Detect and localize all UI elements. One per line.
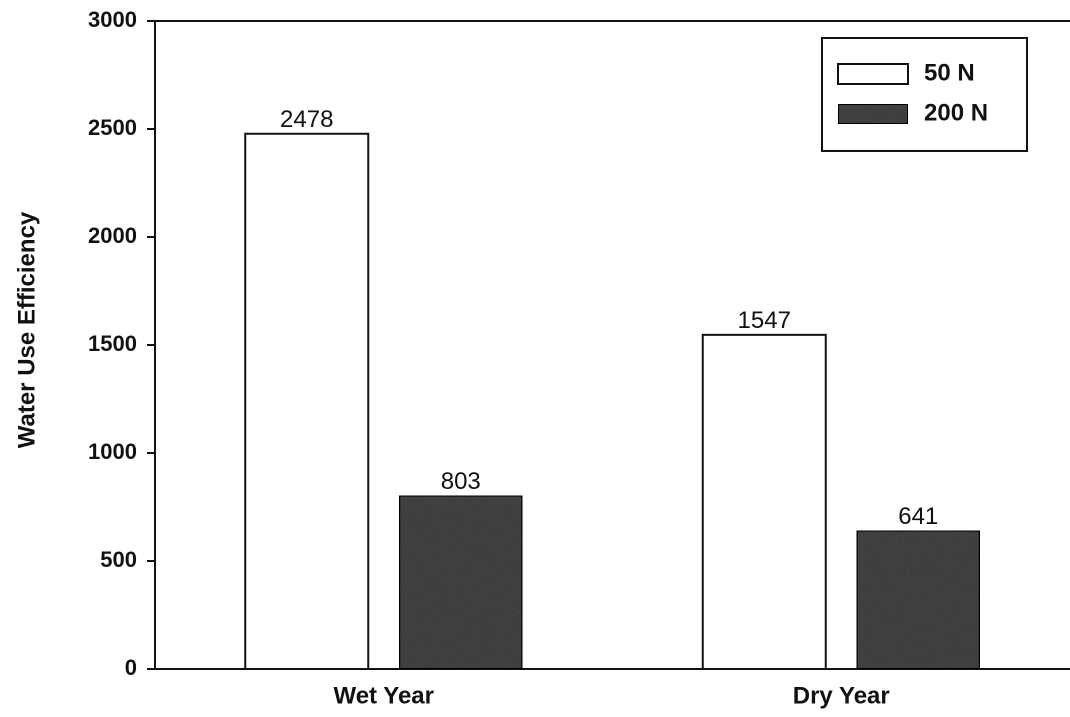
y-tick-label: 1000 xyxy=(88,439,137,464)
bar xyxy=(701,333,827,670)
y-tick-label: 500 xyxy=(100,547,137,572)
bar xyxy=(855,529,981,670)
bar xyxy=(398,494,524,670)
y-tick-label: 3000 xyxy=(88,7,137,32)
legend-box xyxy=(821,37,1028,152)
legend-swatch xyxy=(837,63,909,85)
value-label: 2478 xyxy=(280,106,333,133)
y-tick-label: 1500 xyxy=(88,331,137,356)
y-axis-label: Water Use Efficiency xyxy=(13,211,40,448)
x-tick-label: Dry Year xyxy=(793,682,890,709)
legend-label: 50 N xyxy=(924,59,975,86)
legend-swatch xyxy=(837,103,909,125)
value-label: 1547 xyxy=(738,307,791,334)
y-tick-label: 2000 xyxy=(88,223,137,248)
y-tick-label: 0 xyxy=(125,655,137,680)
legend-label: 200 N xyxy=(924,99,988,126)
value-label: 803 xyxy=(441,468,481,495)
x-tick-label: Wet Year xyxy=(333,682,434,709)
value-label: 641 xyxy=(898,503,938,530)
bar xyxy=(244,132,370,670)
y-tick-label: 2500 xyxy=(88,115,137,140)
